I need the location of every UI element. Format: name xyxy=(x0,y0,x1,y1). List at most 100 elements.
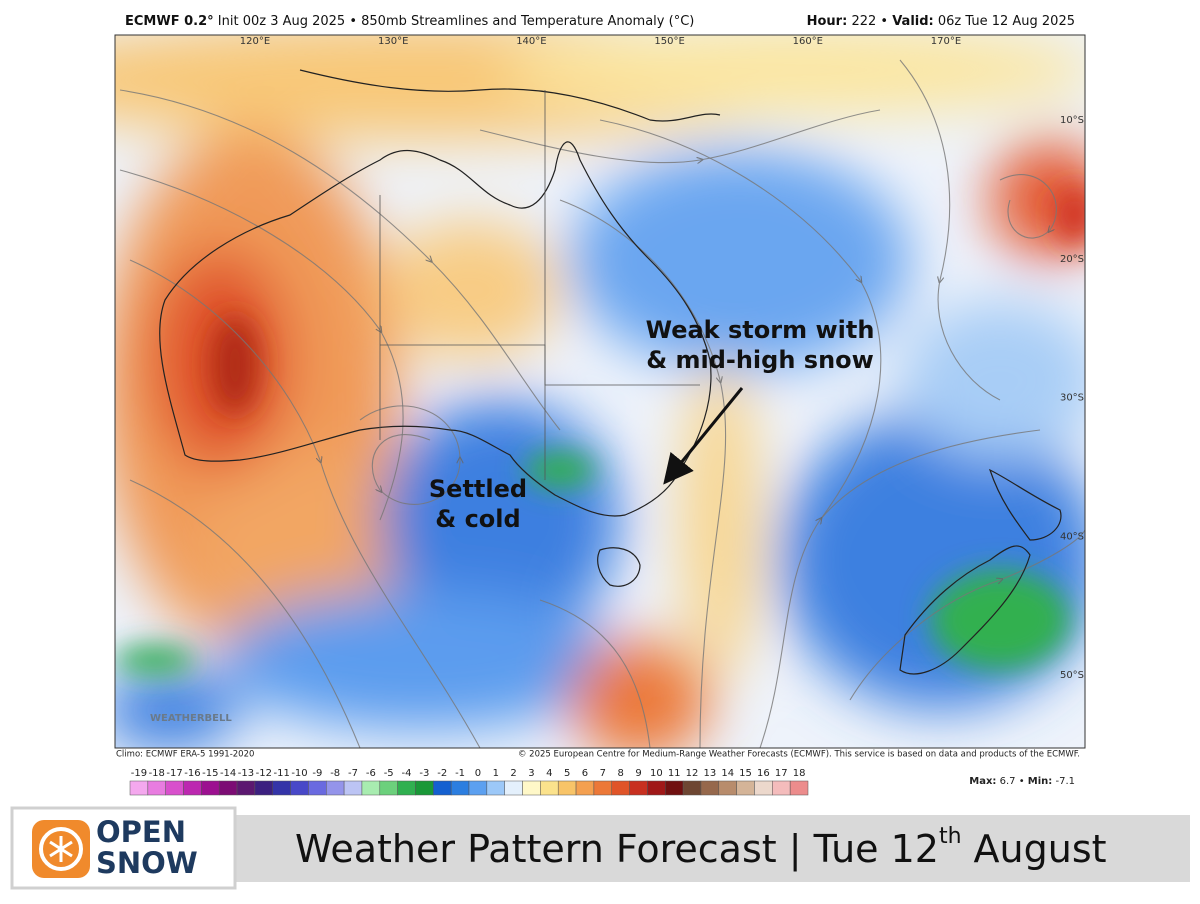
legend-tick-label: 11 xyxy=(668,768,681,779)
legend-tick-label: 15 xyxy=(739,768,752,779)
longitude-label: 170°E xyxy=(931,36,961,47)
legend-swatch xyxy=(611,780,630,796)
legend-swatch xyxy=(254,780,273,796)
legend-tick-label: 5 xyxy=(564,768,570,779)
logo-text-snow: SNOW xyxy=(96,846,198,880)
legend-tick-label: -14 xyxy=(220,768,236,779)
legend-swatch xyxy=(736,780,755,796)
legend-swatch xyxy=(575,780,595,796)
legend-swatch xyxy=(147,780,166,796)
footer-bar xyxy=(235,815,1190,882)
legend-tick-label: -7 xyxy=(348,768,358,779)
latitude-label: 50°S xyxy=(1060,670,1084,681)
legend-swatch xyxy=(540,780,559,796)
legend-swatch xyxy=(397,780,416,796)
legend-tick-label: -10 xyxy=(291,768,307,779)
legend-swatch xyxy=(415,780,434,796)
legend-tick-label: 8 xyxy=(617,768,623,779)
legend-tick-label: -13 xyxy=(238,768,254,779)
model-name: ECMWF 0.2° xyxy=(125,14,214,29)
legend-swatch xyxy=(647,780,666,796)
copyright-credit: © 2025 European Centre for Medium-Range … xyxy=(518,750,1080,760)
legend-swatch xyxy=(504,780,523,796)
legend-tick-label: 4 xyxy=(546,768,552,779)
legend-tick-label: 3 xyxy=(528,768,534,779)
longitude-label: 150°E xyxy=(654,36,684,47)
longitude-label: 130°E xyxy=(378,36,408,47)
legend-swatch xyxy=(290,780,309,796)
longitude-label: 140°E xyxy=(516,36,546,47)
legend-tick-label: 1 xyxy=(493,768,499,779)
storm-annotation-line1: Weak storm with xyxy=(646,316,875,344)
latitude-label: 40°S xyxy=(1060,531,1084,542)
legend-tick-label: 16 xyxy=(757,768,770,779)
min-value: -7.1 xyxy=(1055,776,1075,787)
logo-snowflake xyxy=(49,836,73,862)
legend-tick-label: 17 xyxy=(775,768,788,779)
legend-tick-label: 12 xyxy=(686,768,699,779)
legend-swatch xyxy=(343,780,363,796)
legend-tick-label: 6 xyxy=(582,768,588,779)
legend-swatch xyxy=(593,780,612,796)
latitude-label: 20°S xyxy=(1060,254,1084,265)
latitude-label: 30°S xyxy=(1060,393,1084,404)
legend-tick-label: -12 xyxy=(256,768,272,779)
legend-tick-label: 14 xyxy=(721,768,734,779)
graticule-labels: 120°E 130°E 140°E 150°E 160°E 170°E 10°S 20°S 30… xyxy=(240,36,1084,681)
legend-swatch xyxy=(201,780,220,796)
legend-tick-label: 0 xyxy=(475,768,481,779)
climo-credit: Climo: ECMWF ERA-5 1991-2020 xyxy=(116,750,254,760)
legend-swatch xyxy=(700,780,720,796)
legend-tick-label: -5 xyxy=(384,768,394,779)
legend-swatch xyxy=(433,780,452,796)
legend-swatch xyxy=(468,780,488,796)
state-borders xyxy=(379,90,700,480)
max-min: Max: 6.7 • Min: -7.1 xyxy=(969,776,1075,787)
legend-swatch xyxy=(665,780,684,796)
legend-swatch xyxy=(326,780,345,796)
legend-tick-label: -8 xyxy=(330,768,340,779)
streamlines xyxy=(119,59,1085,748)
valid-value: 06z Tue 12 Aug 2025 xyxy=(938,14,1075,29)
logo-text-open: OPEN xyxy=(96,815,186,849)
legend-swatch xyxy=(218,780,238,796)
footer-title: Weather Pattern Forecast | Tue 12th Augus… xyxy=(295,824,1107,872)
hour-value: 222 • xyxy=(851,14,888,29)
legend-swatch xyxy=(272,780,291,796)
legend-tick-label: -17 xyxy=(166,768,182,779)
header-left: ECMWF 0.2° Init 00z 3 Aug 2025 • 850mb S… xyxy=(125,14,694,29)
footer-title-main: Weather Pattern Forecast | Tue 12 xyxy=(295,827,939,872)
legend-swatch xyxy=(629,780,648,796)
legend-tick-label: 10 xyxy=(650,768,663,779)
legend-tick-label: -3 xyxy=(419,768,429,779)
longitude-label: 160°E xyxy=(793,36,823,47)
watermark: WEATHERBELL xyxy=(150,713,232,724)
legend-swatch xyxy=(379,780,398,796)
legend-swatch xyxy=(772,780,791,796)
settled-annotation-line1: Settled xyxy=(429,475,527,503)
legend-tick-label: -15 xyxy=(202,768,218,779)
legend-tick-label: -11 xyxy=(273,768,289,779)
legend-tick-label: -2 xyxy=(437,768,447,779)
legend-swatch xyxy=(450,780,470,796)
storm-annotation-line2: & mid-high snow xyxy=(646,346,874,374)
legend-swatch xyxy=(557,780,577,796)
legend-tick-label: 18 xyxy=(793,768,806,779)
color-legend: -19 -18 -17 -16 -15 -14 -13 -12 -11 -10 -9 -8 -7 -6 -5… xyxy=(129,768,809,796)
latitude-label: 10°S xyxy=(1060,115,1084,126)
legend-tick-label: -16 xyxy=(184,768,200,779)
hour-label: Hour: xyxy=(807,14,848,29)
legend-swatch xyxy=(361,780,381,796)
header-description: Init 00z 3 Aug 2025 • 850mb Streamlines … xyxy=(218,14,695,29)
legend-swatch xyxy=(165,780,184,796)
legend-swatch xyxy=(183,780,202,796)
min-label: Min: xyxy=(1028,776,1053,787)
legend-tick-label: -4 xyxy=(402,768,412,779)
legend-swatch xyxy=(754,780,773,796)
legend-tick-label: -6 xyxy=(366,768,376,779)
legend-swatch xyxy=(129,780,149,796)
logo-icon-ring xyxy=(39,827,83,871)
coastlines xyxy=(159,69,1062,675)
legend-swatch xyxy=(522,780,541,796)
map-frame xyxy=(114,34,1086,749)
